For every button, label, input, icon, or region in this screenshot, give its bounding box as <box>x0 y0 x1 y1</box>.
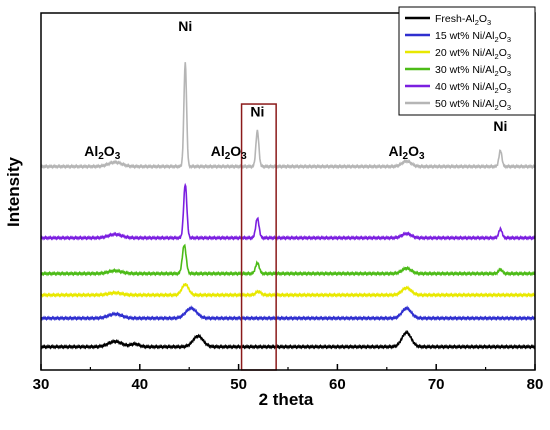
peak-label: Al2O3 <box>84 143 120 162</box>
series-line-6 <box>40 62 536 170</box>
legend-box <box>398 6 536 116</box>
legend-label: 20 wt% Ni/Al2O3 <box>435 47 511 61</box>
legend-label: 30 wt% Ni/Al2O3 <box>435 64 511 78</box>
legend-label: Fresh-Al2O3 <box>435 13 491 27</box>
peak-label: Ni <box>178 18 192 34</box>
x-axis-title: 2 theta <box>259 390 314 409</box>
x-tick-label: 30 <box>33 376 50 393</box>
series-line-2 <box>40 305 536 322</box>
y-axis-title: Intensity <box>4 157 23 227</box>
x-tick-label: 70 <box>428 376 445 393</box>
peak-label: Al2O3 <box>389 143 425 162</box>
peak-label: Ni <box>250 104 264 120</box>
peak-label: Ni <box>493 118 507 134</box>
series-line-3 <box>40 282 536 298</box>
legend: Fresh-Al2O3 15 wt% Ni/Al2O3 20 wt% Ni/Al2O… <box>398 6 536 116</box>
peak-label: Al2O3 <box>211 143 247 162</box>
series-line-5 <box>40 182 536 241</box>
x-tick-label: 80 <box>527 376 544 393</box>
legend-label: 15 wt% Ni/Al2O3 <box>435 30 511 44</box>
x-tick-label: 60 <box>329 376 346 393</box>
series-layer <box>40 62 536 350</box>
series-line-1 <box>40 329 536 350</box>
legend-label: 40 wt% Ni/Al2O3 <box>435 81 511 95</box>
x-tick-label: 40 <box>131 376 148 393</box>
series-line-4 <box>40 243 536 277</box>
x-tick-label: 50 <box>230 376 247 393</box>
legend-label: 50 wt% Ni/Al2O3 <box>435 98 511 112</box>
x-ticks: 30 40 50 60 70 80 <box>33 364 544 393</box>
peak-annotations: Ni Al2O3 Al2O3 Ni Al2O3 Ni <box>84 18 507 162</box>
